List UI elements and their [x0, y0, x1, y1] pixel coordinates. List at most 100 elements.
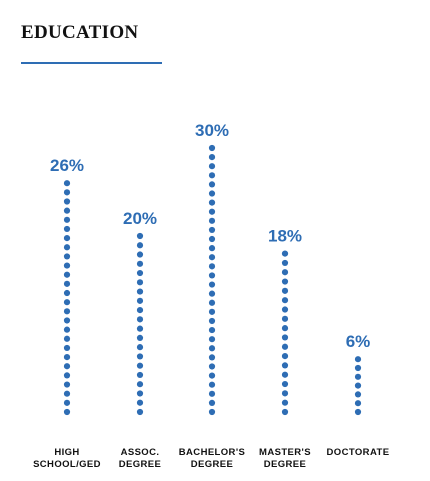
bar-dot	[63, 308, 71, 315]
bar-dot	[63, 372, 71, 379]
bar-dot	[63, 381, 71, 388]
bar-dot	[281, 362, 289, 369]
bar-dot	[208, 399, 216, 406]
bar-dot	[136, 232, 144, 240]
bar-dot	[63, 344, 71, 352]
bar-dot	[281, 390, 289, 397]
bar-dot	[63, 390, 71, 397]
value-label: 30%	[195, 121, 229, 140]
bar-dot	[208, 354, 216, 361]
bar-dot	[136, 297, 144, 304]
value-label: 20%	[123, 209, 157, 228]
bar-dot	[208, 263, 216, 270]
title-underline	[21, 62, 162, 64]
value-label: 26%	[50, 156, 84, 175]
bar-dot	[136, 362, 144, 369]
bar-dot	[354, 400, 362, 407]
bar-dot	[63, 399, 71, 406]
bar-dot	[63, 317, 71, 324]
bar-dot	[63, 235, 71, 242]
bar-dot	[208, 372, 216, 379]
value-label: 6%	[346, 332, 371, 351]
bar-dot	[281, 380, 289, 388]
bar-dot	[208, 163, 216, 170]
bar-dot	[208, 208, 216, 215]
category-label: BACHELOR'S	[179, 447, 245, 458]
bar-dot	[208, 199, 216, 206]
bar-dot	[63, 408, 71, 416]
bar-dot	[208, 245, 216, 252]
bar-dot	[208, 326, 216, 334]
bar-dot	[136, 408, 144, 416]
bar-dot	[281, 278, 289, 285]
bar-dot	[281, 399, 289, 406]
bar-dot	[136, 334, 144, 341]
bar-dot	[63, 253, 71, 260]
bar-dot	[136, 344, 144, 351]
bar-dot	[136, 307, 144, 314]
bar-dot	[136, 279, 144, 286]
bar-dot	[63, 207, 71, 214]
bar-dot	[208, 408, 216, 416]
category-label: MASTER'S	[259, 447, 311, 458]
bar-dot	[136, 251, 144, 258]
bar-dot	[208, 254, 216, 261]
bar-dot	[208, 172, 216, 179]
bar-dot	[281, 325, 289, 332]
bar-dot	[208, 308, 216, 315]
bar-dot	[208, 281, 216, 288]
bar-dot	[208, 317, 216, 325]
bar-dot	[63, 180, 71, 187]
bar-dot	[136, 390, 144, 397]
chart-title: EDUCATION	[21, 22, 139, 43]
category-label: HIGH	[54, 447, 79, 458]
bar-dot	[63, 335, 71, 342]
bar-dot	[63, 244, 71, 251]
bar-dot	[63, 299, 71, 306]
bar-dot	[136, 381, 144, 388]
bar-dot	[136, 269, 144, 277]
bar-dot	[354, 356, 362, 363]
bar-dot	[208, 272, 216, 279]
bar-dot	[63, 225, 71, 233]
bar-dot	[208, 235, 216, 243]
bar-dot	[281, 297, 289, 304]
bar-dot	[281, 343, 289, 350]
bar-dot	[208, 390, 216, 397]
category-label: ASSOC.	[121, 447, 160, 458]
value-label: 18%	[268, 227, 302, 246]
bar-dot	[63, 289, 71, 297]
bar-dot	[208, 144, 216, 152]
bar-dot	[63, 189, 71, 196]
column-5: 6% DOCTORATE	[327, 332, 390, 458]
bar-dot	[208, 290, 216, 297]
column-2: 20% ASSOC.DEGREE	[119, 209, 162, 470]
bar-dot	[63, 353, 71, 361]
bar-dot	[136, 288, 144, 295]
bar-dot	[281, 269, 289, 276]
bar-dot	[63, 326, 71, 333]
bar-dot	[354, 382, 362, 389]
bar-dot	[63, 262, 71, 269]
bar-dot	[208, 226, 216, 234]
category-label: DOCTORATE	[327, 447, 390, 458]
bar-dot	[354, 408, 362, 416]
bar-dot	[281, 334, 289, 341]
category-label: SCHOOL/GED	[33, 459, 101, 470]
bar-dot	[354, 373, 362, 380]
bar-dot	[63, 271, 71, 278]
category-label: DEGREE	[119, 459, 162, 470]
category-label: DEGREE	[191, 459, 234, 470]
bar-dot	[354, 364, 362, 372]
bar-dot	[208, 299, 216, 306]
bar-dot	[136, 260, 144, 267]
bar-dot	[63, 363, 71, 370]
bar-dot	[281, 306, 289, 313]
bar-dot	[63, 198, 71, 205]
bar-dot	[208, 345, 216, 352]
bar-dot	[136, 399, 144, 406]
